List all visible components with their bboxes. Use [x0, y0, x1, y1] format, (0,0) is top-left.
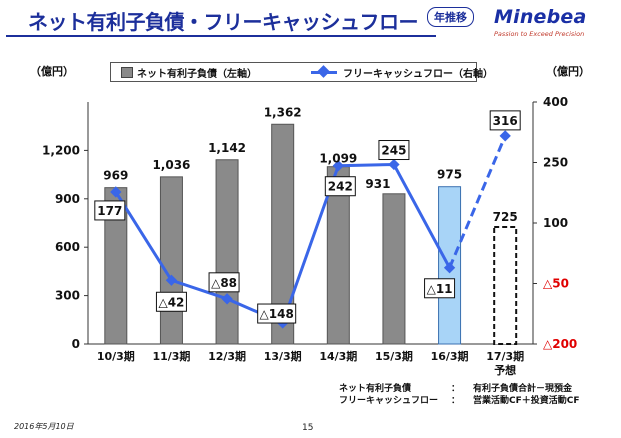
legend-label-net-debt: ネット有利子負債（左軸） — [137, 69, 257, 80]
bar-net-debt — [159, 176, 183, 345]
fcf-value-label: 177 — [97, 204, 122, 218]
definition-text: 営業活動CF＋投資活動CF — [473, 396, 580, 406]
bar-value-label: 725 — [493, 210, 518, 224]
fcf-value-box — [424, 278, 456, 299]
fcf-marker — [443, 262, 456, 274]
fcf-marker — [221, 293, 233, 305]
right-axis-unit: （億円） — [546, 65, 590, 78]
page-number: 15 — [302, 423, 314, 433]
chart-legend: ネット有利子負債（左軸） フリーキャッシュフロー（右軸） — [110, 62, 493, 82]
slide-title: ネット有利子負債・フリーキャッシュフロー — [28, 10, 419, 34]
fcf-value-box — [155, 291, 187, 312]
fcf-value-box — [378, 140, 410, 161]
x-tick-label: 12/3期 — [208, 349, 246, 363]
x-tick-note: 予想 — [494, 363, 516, 377]
right-tick-label: 400 — [543, 95, 568, 109]
x-tick-label: 13/3期 — [264, 349, 302, 363]
fcf-marker — [332, 160, 344, 172]
legend-bar-swatch — [121, 67, 133, 78]
fcf-value-label: 242 — [328, 180, 353, 194]
fcf-value-box — [208, 272, 240, 293]
definition-sep: ： — [451, 396, 461, 406]
bar-value-label: 1,099 — [319, 152, 357, 166]
title-underline — [6, 35, 436, 37]
bar-value-label: 1,362 — [264, 105, 302, 119]
fcf-value-label: △148 — [260, 307, 294, 321]
bar-net-debt — [271, 123, 295, 345]
right-tick-label: △200 — [543, 337, 577, 351]
fcf-value-label: 245 — [381, 144, 406, 158]
x-tick-label: 10/3期 — [97, 349, 135, 363]
definitions: ネット有利子負債 ： 有利子負債合計－現預金 フリーキャッシュフロー ： 営業活動CF＋… — [339, 383, 580, 407]
fcf-value-box — [489, 110, 521, 131]
bar-value-label: 1,142 — [208, 141, 246, 155]
x-tick-label: 11/3期 — [152, 349, 190, 363]
footer-date: 2016年5月10日 — [14, 422, 74, 431]
x-tick-label: 15/3期 — [375, 349, 413, 363]
left-tick-label: 600 — [55, 240, 80, 254]
definition-sep: ： — [451, 384, 461, 394]
bar-net-debt — [493, 226, 518, 346]
definition-term: フリーキャッシュフロー — [339, 396, 439, 406]
definition-fcf: フリーキャッシュフロー ： 営業活動CF＋投資活動CF — [339, 395, 580, 407]
fcf-marker — [165, 274, 178, 286]
fcf-marker — [388, 158, 400, 171]
definition-term: ネット有利子負債 — [339, 384, 412, 394]
fcf-value-box — [324, 176, 356, 197]
fcf-forecast-line — [448, 135, 507, 269]
x-tick-label: 17/3期 — [486, 349, 524, 363]
bar-value-label: 1,036 — [152, 158, 190, 172]
x-tick-label: 16/3期 — [431, 349, 469, 363]
bar-value-label: 969 — [103, 169, 128, 183]
bar-net-debt — [382, 193, 406, 345]
left-tick-label: 0 — [72, 337, 80, 351]
fcf-marker — [499, 130, 511, 142]
definition-text: 有利子負債合計－現預金 — [473, 384, 573, 394]
left-tick-label: 900 — [55, 192, 80, 206]
left-tick-label: 1,200 — [42, 143, 80, 157]
fcf-value-label: 316 — [493, 114, 518, 128]
right-tick-label: △50 — [543, 277, 569, 291]
left-tick-label: 300 — [55, 289, 80, 303]
fcf-value-box — [257, 303, 297, 324]
fcf-value-label: △11 — [427, 282, 453, 296]
company-tagline: Passion to Exceed Precision — [494, 30, 585, 38]
company-logo: Minebea — [494, 6, 587, 28]
period-badge: 年推移 — [427, 7, 474, 27]
right-tick-label: 100 — [543, 216, 568, 230]
definition-net-debt: ネット有利子負債 ： 有利子負債合計－現預金 — [339, 383, 580, 395]
left-axis-unit: （億円） — [30, 65, 74, 78]
right-tick-label: 250 — [543, 156, 568, 170]
bar-value-label: 975 — [437, 168, 462, 182]
fcf-value-box — [94, 200, 126, 221]
bar-net-debt — [215, 159, 239, 345]
fcf-value-label: △42 — [158, 295, 184, 309]
legend-label-fcf: フリーキャッシュフロー（右軸） — [343, 69, 493, 80]
fcf-value-label: △88 — [211, 276, 237, 290]
x-tick-label: 14/3期 — [319, 349, 357, 363]
bar-value-label: 931 — [365, 177, 390, 191]
